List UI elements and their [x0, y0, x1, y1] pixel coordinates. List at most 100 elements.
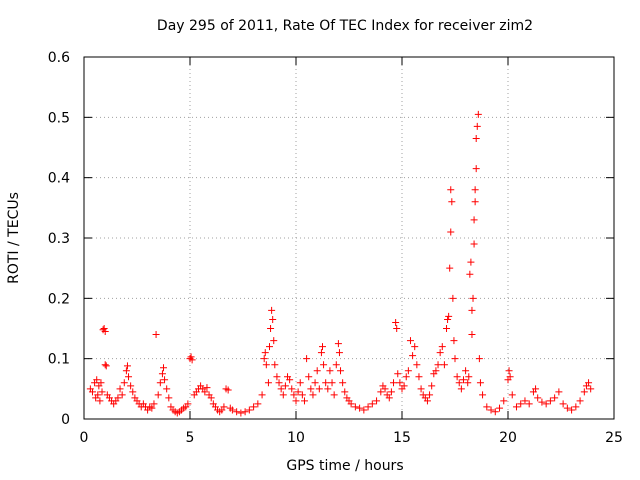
x-axis-label: GPS time / hours [286, 458, 403, 474]
data-point [125, 373, 133, 381]
data-point [315, 385, 323, 393]
data-point [534, 394, 542, 402]
y-tick-label: 0.1 [48, 352, 70, 368]
x-tick-label: 5 [186, 430, 195, 446]
data-point [532, 385, 540, 393]
data-point [446, 264, 454, 272]
data-point [129, 388, 137, 396]
data-point [563, 404, 571, 412]
data-point [286, 376, 294, 384]
data-point [470, 240, 478, 248]
data-point [396, 379, 404, 387]
x-tick-label: 15 [393, 430, 411, 446]
data-point [96, 397, 104, 405]
data-point [476, 379, 484, 387]
data-point [390, 379, 398, 387]
data-point [203, 384, 211, 392]
x-tick-label: 25 [605, 430, 623, 446]
data-point [538, 398, 546, 406]
grid [84, 57, 614, 419]
data-point [228, 406, 236, 414]
data-point [184, 400, 192, 408]
data-point [281, 382, 289, 390]
y-tick-label: 0.6 [48, 50, 70, 66]
data-point [415, 373, 423, 381]
data-point [339, 379, 347, 387]
data-point [568, 406, 576, 414]
data-point [453, 373, 461, 381]
data-point [413, 361, 421, 369]
data-point [319, 343, 326, 351]
data-point [313, 367, 321, 375]
data-point [269, 315, 277, 323]
data-point [472, 134, 480, 142]
data-point [320, 361, 328, 369]
data-point [254, 400, 262, 408]
data-point [102, 362, 110, 370]
data-point [154, 391, 162, 399]
data-point [88, 388, 96, 396]
data-point [224, 386, 232, 394]
data-point [207, 394, 215, 402]
data-point [324, 385, 332, 393]
data-point [381, 385, 389, 393]
data-point [341, 388, 349, 396]
data-point [158, 370, 166, 378]
data-point [334, 340, 342, 348]
data-point [500, 397, 508, 405]
data-point [555, 388, 563, 396]
data-point [258, 391, 266, 399]
data-point [393, 325, 401, 332]
data-point [201, 388, 209, 396]
data-point [473, 122, 481, 130]
data-point [512, 403, 520, 411]
data-point [220, 403, 228, 411]
data-point [468, 331, 476, 339]
data-point [471, 186, 479, 194]
data-point [423, 397, 431, 405]
data-point [93, 376, 101, 384]
data-point [559, 400, 567, 408]
data-point [426, 391, 434, 399]
data-point [394, 370, 402, 378]
data-point [465, 373, 473, 381]
data-point [309, 391, 317, 399]
data-point [261, 349, 269, 357]
data-point [266, 343, 273, 351]
data-point [326, 367, 334, 375]
data-point [123, 362, 131, 370]
data-point [101, 328, 109, 336]
data-point [506, 373, 514, 381]
data-point [447, 228, 455, 236]
data-point [475, 355, 483, 363]
data-point [470, 216, 478, 224]
data-point [404, 367, 412, 375]
data-point [444, 315, 452, 323]
data-point [250, 403, 258, 411]
data-point [241, 408, 249, 416]
data-point [505, 367, 513, 375]
data-point [542, 400, 550, 408]
data-point [428, 382, 436, 390]
data-point [116, 385, 124, 393]
data-point [409, 352, 417, 360]
data-point [464, 379, 472, 387]
data-point [517, 400, 525, 408]
data-point [449, 294, 457, 302]
data-point [271, 361, 279, 369]
data-point [273, 373, 281, 381]
data-point [156, 379, 164, 387]
data-point [264, 379, 272, 387]
data-point [328, 379, 336, 387]
data-point [434, 361, 442, 369]
data-point [288, 385, 296, 393]
data-point [300, 397, 308, 405]
data-point [377, 388, 385, 396]
data-point [268, 306, 276, 314]
data-point [270, 337, 278, 345]
data-point [462, 367, 470, 375]
data-point [94, 391, 102, 399]
data-point [491, 408, 499, 416]
data-point [150, 400, 158, 408]
data-point [471, 198, 479, 206]
